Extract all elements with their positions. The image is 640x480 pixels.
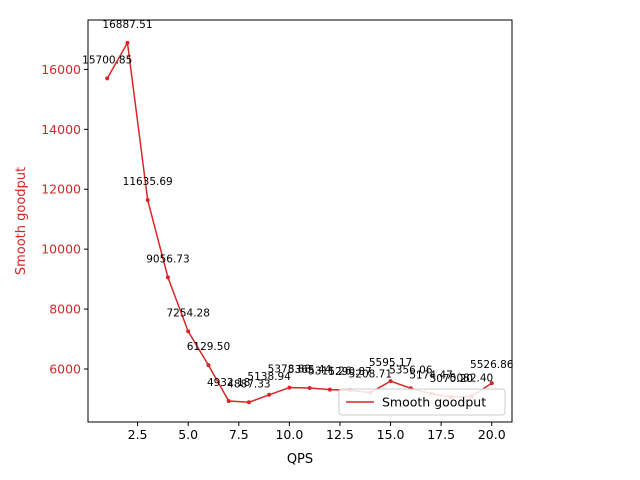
y-tick-label: 12000 xyxy=(41,182,81,197)
data-label: 5311.26 xyxy=(308,366,352,378)
data-label: 5526.86 xyxy=(470,359,514,371)
x-tick-label: 2.5 xyxy=(128,427,148,442)
data-label: 5356.06 xyxy=(389,364,433,376)
legend-label: Smooth goodput xyxy=(382,395,486,410)
x-axis-ticks: 2.5 5.0 7.5 10.0 12.5 15.0 17.5 20.0 xyxy=(128,422,506,442)
x-tick-label: 17.5 xyxy=(427,427,455,442)
x-tick-label: 20.0 xyxy=(478,427,506,442)
data-point xyxy=(307,385,312,390)
data-point xyxy=(267,392,272,397)
x-tick-label: 12.5 xyxy=(326,427,354,442)
data-label: 5595.17 xyxy=(369,357,412,369)
data-point xyxy=(226,398,231,403)
data-point xyxy=(327,387,332,392)
data-label: 7254.28 xyxy=(166,307,209,319)
data-label: 5378.88 xyxy=(268,364,311,376)
data-label: 5365.44 xyxy=(288,364,332,376)
y-tick-label: 10000 xyxy=(41,242,81,257)
y-tick-label: 6000 xyxy=(49,361,81,376)
plot-frame xyxy=(87,19,513,423)
y-axis-ticks: 6000 8000 10000 12000 14000 16000 xyxy=(41,62,88,376)
y-tick-label: 14000 xyxy=(41,122,81,137)
data-label-layer: 15700.85 16887.51 11635.69 9056.73 7254.28 61… xyxy=(82,19,514,390)
legend-box xyxy=(338,388,506,416)
data-point xyxy=(165,275,170,280)
data-point xyxy=(388,379,393,384)
y-tick-label: 16000 xyxy=(41,62,81,77)
data-label: 5082.40 xyxy=(450,372,493,384)
data-label: 5138.94 xyxy=(247,371,291,383)
x-axis-title: QPS xyxy=(287,452,313,467)
data-label: 5290.87 xyxy=(328,366,371,378)
data-label: 9056.73 xyxy=(146,253,189,265)
data-label: 16887.51 xyxy=(102,19,152,31)
x-tick-label: 5.0 xyxy=(178,427,198,442)
data-point xyxy=(489,381,494,386)
y-tick-label: 8000 xyxy=(49,302,81,317)
x-tick-label: 15.0 xyxy=(377,427,405,442)
data-point xyxy=(105,76,110,81)
legend: Smooth goodput xyxy=(338,388,506,416)
data-point xyxy=(125,40,130,45)
x-tick-label: 10.0 xyxy=(275,427,303,442)
data-point xyxy=(145,198,150,203)
y-axis-title: Smooth goodput xyxy=(14,167,29,275)
data-label: 4932.18 xyxy=(207,377,250,389)
data-point xyxy=(287,385,292,390)
data-point xyxy=(186,329,191,334)
data-label: 5070.20 xyxy=(430,373,473,385)
data-label: 15700.85 xyxy=(82,54,132,66)
data-point xyxy=(246,400,251,405)
data-label: 11635.69 xyxy=(123,176,173,188)
data-label: 6129.50 xyxy=(187,341,230,353)
data-point xyxy=(206,363,211,368)
x-tick-label: 7.5 xyxy=(229,427,249,442)
data-label: 5174.47 xyxy=(409,370,452,382)
data-label: 4887.33 xyxy=(227,378,270,390)
data-label: 5208.71 xyxy=(349,369,392,381)
